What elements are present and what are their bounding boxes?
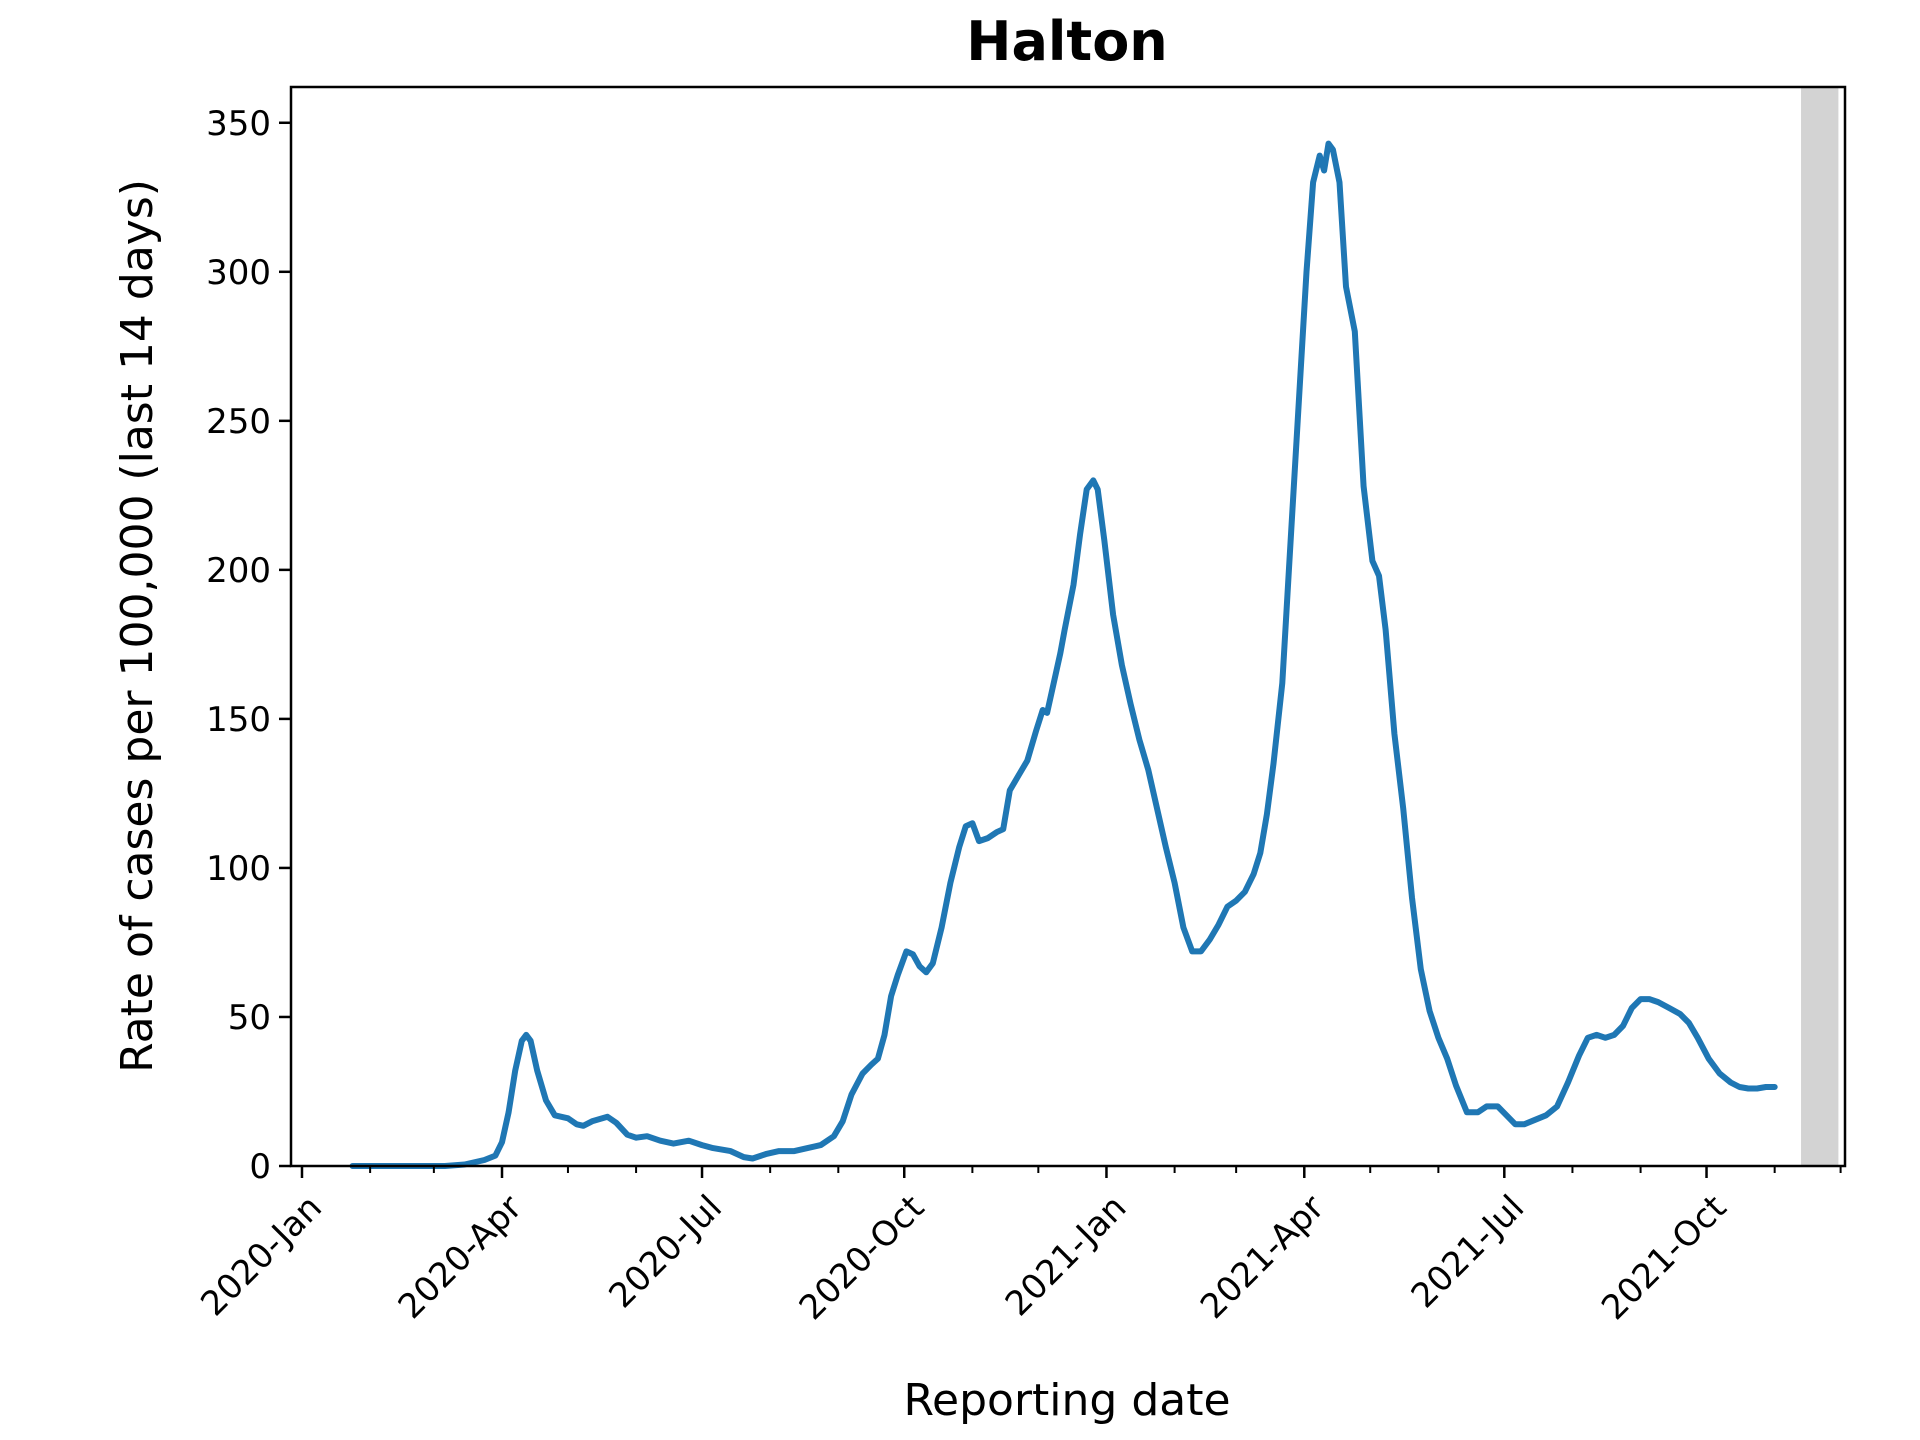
series-layer	[349, 140, 1778, 1169]
y-tick-label: 300	[206, 253, 271, 293]
y-tick-label: 350	[206, 104, 271, 144]
plot-frame	[289, 85, 1847, 1168]
y-tick-label: 50	[228, 998, 271, 1038]
y-tick-label: 100	[206, 849, 271, 889]
shaded-region-layer	[1801, 87, 1839, 1166]
y-axis-ticks: 0 50 100 150 200 250 300 350	[206, 104, 291, 1187]
y-axis-label: Rate of cases per 100,000 (last 14 days)	[112, 179, 163, 1073]
y-tick-label: 150	[206, 700, 271, 740]
y-tick-label: 200	[206, 551, 271, 591]
y-tick-label: 0	[249, 1147, 271, 1187]
x-axis-label: Reporting date	[903, 1375, 1230, 1426]
shaded-region	[1801, 87, 1839, 1166]
series-line-1	[349, 140, 1778, 1169]
chart-title: Halton	[966, 10, 1168, 73]
y-tick-label: 250	[206, 402, 271, 442]
